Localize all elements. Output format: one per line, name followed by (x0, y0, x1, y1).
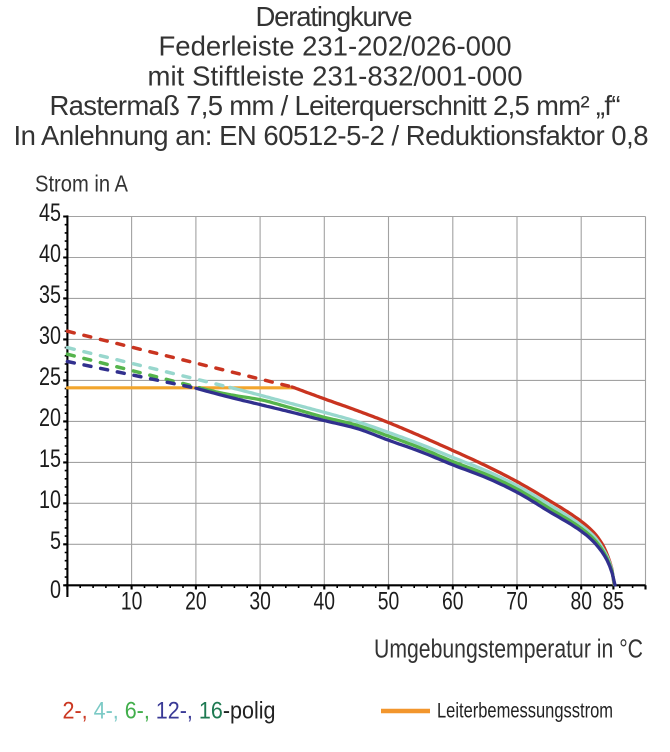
svg-text:Strom in A: Strom in A (35, 171, 129, 197)
svg-text:45: 45 (39, 199, 61, 227)
svg-text:80: 80 (570, 588, 592, 616)
svg-text:85: 85 (603, 588, 625, 616)
svg-text:Leiterbemessungsstrom: Leiterbemessungsstrom (437, 699, 613, 723)
svg-text:35: 35 (39, 281, 61, 309)
svg-text:5: 5 (50, 527, 61, 555)
svg-text:25: 25 (39, 363, 61, 391)
svg-text:20: 20 (185, 588, 207, 616)
svg-text:mit Stiftleiste 231-832/001-00: mit Stiftleiste 231-832/001-000 (148, 61, 523, 92)
svg-text:60: 60 (442, 588, 464, 616)
svg-text:10: 10 (121, 588, 143, 616)
svg-text:Deratingkurve: Deratingkurve (256, 1, 413, 32)
svg-text:30: 30 (249, 588, 271, 616)
svg-text:2-, 4-, 6-, 12-, 16-polig: 2-, 4-, 6-, 12-, 16-polig (63, 698, 276, 725)
svg-text:Umgebungstemperatur in °C: Umgebungstemperatur in °C (374, 636, 643, 664)
svg-text:20: 20 (39, 404, 61, 432)
svg-text:In Anlehnung an: EN 60512-5-2: In Anlehnung an: EN 60512-5-2 / Reduktio… (14, 120, 649, 151)
svg-text:15: 15 (39, 445, 61, 473)
svg-text:40: 40 (314, 588, 336, 616)
svg-text:0: 0 (50, 576, 61, 604)
svg-text:50: 50 (378, 588, 400, 616)
svg-text:10: 10 (39, 486, 61, 514)
svg-text:Rastermaß 7,5 mm / Leiterquers: Rastermaß 7,5 mm / Leiterquerschnitt 2,5… (50, 90, 621, 121)
svg-text:40: 40 (39, 240, 61, 268)
svg-text:70: 70 (506, 588, 528, 616)
svg-text:30: 30 (39, 322, 61, 350)
svg-text:Federleiste 231-202/026-000: Federleiste 231-202/026-000 (159, 31, 512, 62)
